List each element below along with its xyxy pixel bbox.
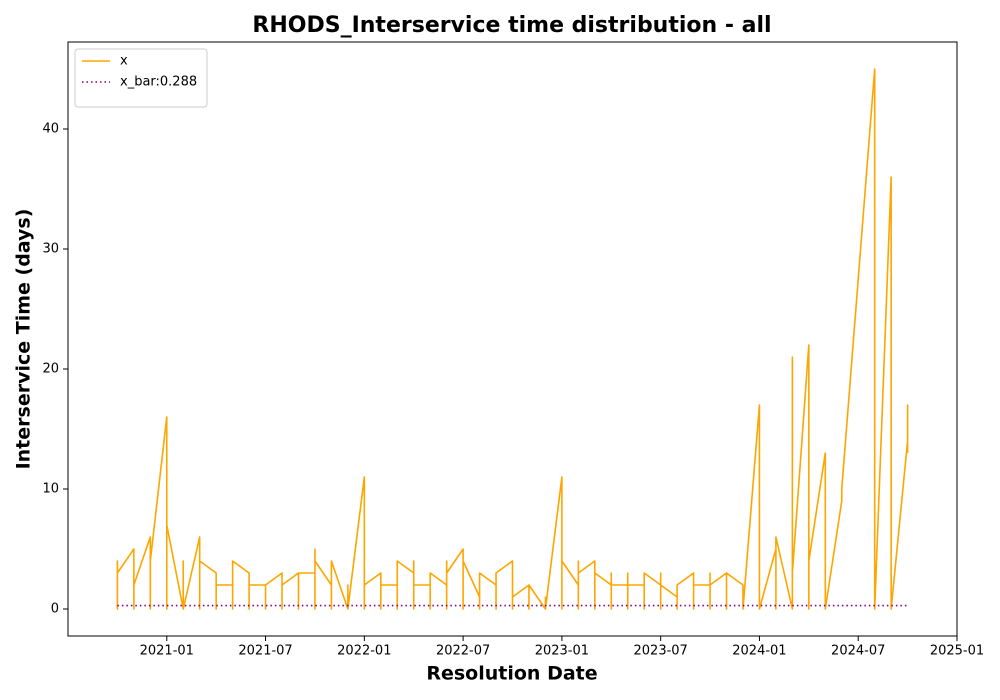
chart-title: RHODS_Interservice time distribution - a… [252, 13, 771, 38]
legend: x x_bar:0.288 [74, 48, 208, 108]
legend-label: x_bar:0.288 [120, 75, 197, 90]
legend-box [74, 48, 208, 108]
legend-label: x [120, 54, 128, 69]
x-axis-label: Resolution Date [426, 663, 597, 685]
x-tick-label: 2024-07 [831, 644, 885, 659]
x-tick-label: 2022-01 [337, 644, 391, 659]
y-tick-label: 40 [42, 122, 59, 137]
plot-frame [67, 41, 958, 637]
y-tick-label: 30 [42, 242, 59, 257]
data-line [116, 68, 909, 610]
y-tick-label: 10 [42, 482, 59, 497]
y-axis-label: Interservice Time (days) [13, 209, 35, 470]
y-tick-label: 0 [51, 602, 59, 617]
x-tick-label: 2025-01 [930, 644, 984, 659]
x-tick-label: 2021-07 [238, 644, 292, 659]
x-tick-label: 2024-01 [732, 644, 786, 659]
x-tick-label: 2023-07 [634, 644, 688, 659]
x-tick-label: 2021-01 [140, 644, 194, 659]
y-tick-label: 20 [42, 362, 59, 377]
x-tick-label: 2023-01 [535, 644, 589, 659]
x-tick-label: 2022-07 [436, 644, 490, 659]
